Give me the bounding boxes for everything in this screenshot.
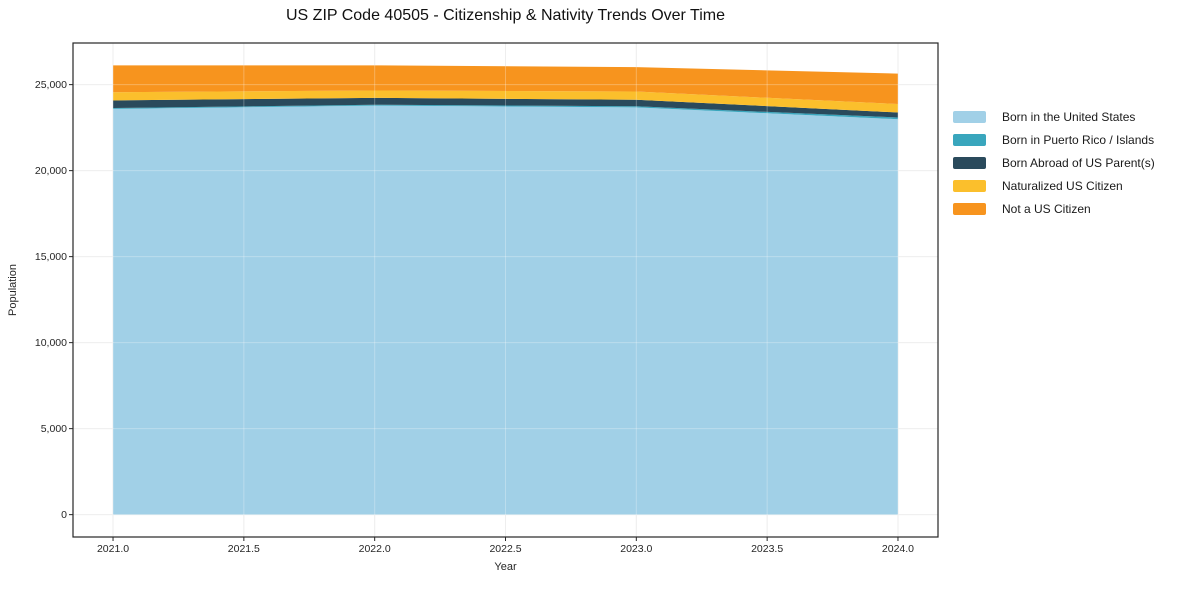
legend-label: Born in Puerto Rico / Islands (1002, 132, 1155, 147)
y-tick-label: 10,000 (34, 336, 67, 349)
legend-label: Not a US Citizen (1002, 201, 1091, 216)
x-tick-label: 2024.0 (881, 543, 915, 555)
area-born-in-the-united-states (113, 105, 898, 515)
legend-swatch (953, 179, 986, 192)
y-tick-label: 5,000 (40, 422, 67, 435)
y-tick-label: 25,000 (34, 78, 67, 91)
legend-label: Naturalized US Citizen (1002, 178, 1123, 193)
chart-title: US ZIP Code 40505 - Citizenship & Nativi… (286, 7, 725, 24)
legend-swatch (953, 202, 986, 215)
y-tick-label: 15,000 (34, 250, 67, 263)
area-not-a-us-citizen (113, 65, 898, 105)
legend-swatch (953, 110, 986, 123)
area-naturalized-us-citizen (113, 90, 898, 113)
x-tick-label: 2022.0 (358, 543, 391, 555)
legend-item-not-a-us-citizen: Not a US Citizen (953, 197, 1155, 220)
legend-item-born-in-puerto-rico-islands: Born in Puerto Rico / Islands (953, 128, 1155, 151)
x-tick-label: 2023.5 (751, 543, 784, 555)
y-tick-label: 0 (61, 508, 67, 521)
legend: Born in the United States Born in Puerto … (953, 105, 1155, 220)
x-axis-label: Year (494, 561, 517, 573)
legend-label: Born in the United States (1002, 109, 1136, 124)
legend-label: Born Abroad of US Parent(s) (1002, 155, 1155, 170)
area-born-in-puerto-rico-islands (113, 104, 898, 120)
x-tick-label: 2023.0 (620, 543, 653, 555)
area-born-abroad-of-us-parent-s (113, 97, 898, 118)
legend-item-born-abroad-of-us-parent-s: Born Abroad of US Parent(s) (953, 151, 1155, 174)
y-tick-label: 20,000 (34, 164, 67, 177)
legend-swatch (953, 133, 986, 146)
legend-item-naturalized-us-citizen: Naturalized US Citizen (953, 174, 1155, 197)
x-tick-label: 2022.5 (489, 543, 522, 555)
x-tick-label: 2021.0 (96, 543, 130, 555)
legend-swatch (953, 156, 986, 169)
legend-item-born-in-the-united-states: Born in the United States (953, 105, 1155, 128)
y-axis-label: Population (7, 264, 19, 316)
x-tick-label: 2021.5 (227, 543, 260, 555)
